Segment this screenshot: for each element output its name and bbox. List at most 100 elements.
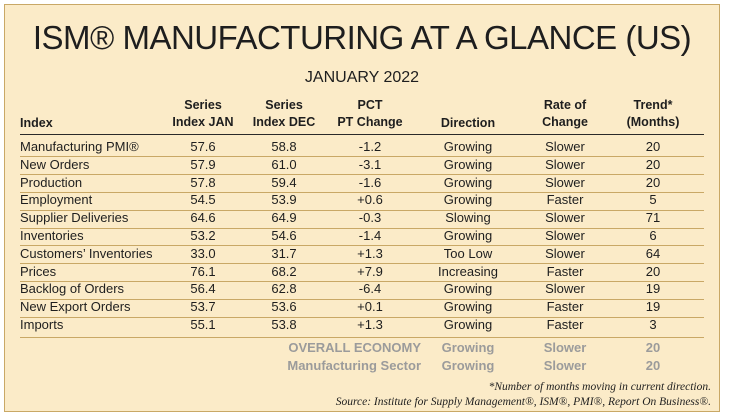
header-index: Index — [20, 116, 53, 130]
index-cell: Manufacturing PMI® — [20, 139, 139, 154]
rate-cell: Slower — [545, 210, 585, 226]
summary-divider — [20, 336, 704, 338]
summary-rate-cell: Slower — [543, 357, 587, 373]
series-dec-cell: 62.8 — [271, 281, 297, 297]
series-dec-cell: 68.2 — [271, 263, 297, 279]
header-trend-line2: (Months) — [626, 115, 680, 129]
header-pct-change: PCT PT Change — [330, 97, 410, 131]
series-dec-cell: 59.4 — [271, 174, 297, 190]
rate-cell: Slower — [545, 139, 585, 154]
series-jan-cell: 55.1 — [190, 317, 216, 332]
direction-cell: Increasing — [438, 263, 498, 279]
rate-cell: Slower — [545, 281, 585, 297]
trend-cell: 5 — [649, 192, 657, 208]
header-series-dec-line1: Series — [265, 98, 303, 112]
direction-cell: Growing — [443, 317, 493, 332]
index-cell: Backlog of Orders — [20, 281, 125, 297]
rate-cell: Faster — [546, 299, 584, 315]
series-dec-cell: 64.9 — [271, 210, 297, 226]
trend-cell: 64 — [645, 245, 661, 261]
pct-change-cell: -1.2 — [358, 139, 382, 154]
header-rate-line1: Rate of — [543, 98, 587, 112]
trend-cell: 19 — [645, 299, 661, 315]
series-dec-cell: 58.8 — [271, 139, 297, 154]
ism-panel: ISM® MANUFACTURING AT A GLANCE (US) JANU… — [4, 4, 720, 412]
header-series-jan: Series Index JAN — [168, 97, 238, 131]
header-rate-line2: Change — [542, 115, 588, 129]
series-jan-cell: 53.7 — [190, 299, 216, 315]
trend-cell: 20 — [645, 139, 661, 154]
row-divider — [20, 156, 704, 158]
header-divider — [20, 134, 704, 135]
series-jan-cell: 53.2 — [190, 228, 216, 243]
series-jan-cell: 57.6 — [190, 139, 216, 154]
row-divider — [20, 280, 704, 282]
header-series-jan-line1: Series — [184, 98, 222, 112]
row-divider — [20, 263, 704, 265]
row-divider — [20, 298, 704, 300]
footnote-months: *Number of months moving in current dire… — [488, 381, 711, 393]
page-title: ISM® MANUFACTURING AT A GLANCE (US) — [32, 19, 692, 56]
header-trend: Trend* (Months) — [618, 97, 688, 131]
row-divider — [20, 174, 704, 176]
summary-trend-cell: 20 — [645, 357, 661, 373]
pct-change-cell: -0.3 — [358, 210, 382, 226]
trend-cell: 20 — [645, 156, 661, 172]
direction-cell: Growing — [443, 174, 493, 190]
rate-cell: Slower — [545, 156, 585, 172]
rate-cell: Slower — [545, 174, 585, 190]
direction-cell: Growing — [443, 299, 493, 315]
trend-cell: 71 — [645, 210, 661, 226]
header-direction: Direction — [440, 116, 496, 130]
series-jan-cell: 57.9 — [190, 156, 216, 172]
pct-change-cell: -3.1 — [358, 156, 382, 172]
trend-cell: 19 — [645, 281, 661, 297]
rate-cell: Faster — [546, 317, 584, 332]
series-jan-cell: 54.5 — [190, 192, 216, 208]
row-divider — [20, 316, 704, 318]
series-dec-cell: 53.9 — [271, 192, 297, 208]
series-dec-cell: 61.0 — [271, 156, 297, 172]
trend-cell: 20 — [645, 263, 661, 279]
row-divider — [20, 227, 704, 229]
rate-cell: Slower — [545, 245, 585, 261]
direction-cell: Growing — [443, 228, 493, 243]
pct-change-cell: -6.4 — [358, 281, 382, 297]
row-divider — [20, 191, 704, 193]
index-cell: New Orders — [20, 156, 90, 172]
header-series-jan-line2: Index JAN — [172, 115, 234, 129]
row-divider — [20, 209, 704, 211]
pct-change-cell: -1.6 — [358, 174, 382, 190]
summary-direction-cell: Growing — [441, 357, 495, 373]
header-rate-of-change: Rate of Change — [530, 97, 600, 131]
direction-cell: Slowing — [445, 210, 491, 226]
summary-label-cell: Manufacturing Sector — [287, 357, 421, 373]
series-jan-cell: 64.6 — [190, 210, 216, 226]
index-cell: Imports — [20, 317, 64, 332]
pct-change-cell: +0.6 — [357, 192, 383, 208]
index-cell: Supplier Deliveries — [20, 210, 129, 226]
page-subtitle: JANUARY 2022 — [304, 69, 420, 86]
direction-cell: Growing — [443, 192, 493, 208]
direction-cell: Growing — [443, 156, 493, 172]
index-cell: New Export Orders — [20, 299, 131, 315]
pct-change-cell: +0.1 — [357, 299, 383, 315]
summary-rate-cell: Slower — [543, 339, 587, 355]
trend-cell: 6 — [649, 228, 657, 243]
series-jan-cell: 57.8 — [190, 174, 216, 190]
header-trend-line1: Trend* — [633, 98, 673, 112]
pct-change-cell: +7.9 — [357, 263, 383, 279]
header-series-dec-line2: Index DEC — [252, 115, 316, 129]
index-cell: Employment — [20, 192, 93, 208]
footnote-source: Source: Institute for Supply Management®… — [335, 396, 711, 408]
index-cell: Inventories — [20, 228, 84, 243]
series-dec-cell: 31.7 — [271, 245, 297, 261]
series-dec-cell: 53.8 — [271, 317, 297, 332]
direction-cell: Growing — [443, 281, 493, 297]
series-jan-cell: 76.1 — [190, 263, 216, 279]
rate-cell: Faster — [546, 263, 584, 279]
trend-cell: 20 — [645, 174, 661, 190]
header-pct-change-line1: PCT — [357, 98, 383, 112]
header-pct-change-line2: PT Change — [337, 115, 403, 129]
pct-change-cell: -1.4 — [358, 228, 382, 243]
